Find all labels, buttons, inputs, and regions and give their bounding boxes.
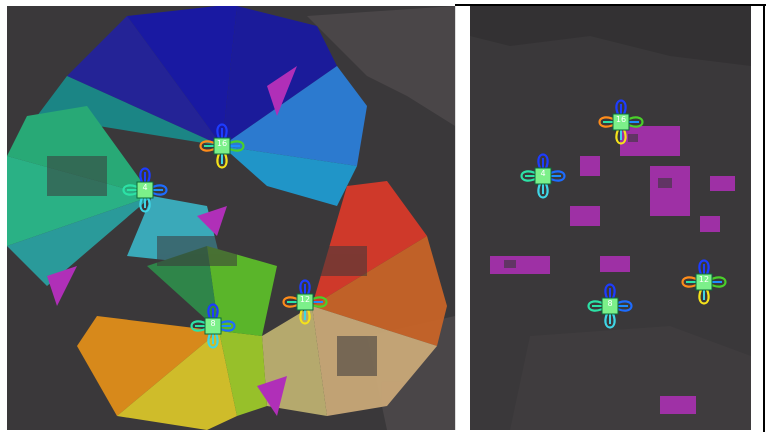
- sensor-node[interactable]: 16: [589, 90, 653, 154]
- sensor-label: 16: [216, 139, 228, 148]
- sensor-label: 8: [607, 299, 613, 308]
- sensor-node[interactable]: 8: [578, 274, 642, 338]
- coverage-map-right: 16 4 12: [470, 6, 751, 430]
- coverage-map-left-svg: [7, 6, 455, 430]
- sensor-node[interactable]: 8: [181, 294, 245, 358]
- sensor-label: 8: [210, 319, 216, 328]
- sensor-lobes-icon: [520, 153, 566, 199]
- coverage-map-left: 16 4 12: [7, 6, 456, 430]
- sensor-lobes-icon: [190, 303, 236, 349]
- sensor-lobes-icon: [282, 279, 328, 325]
- sensor-node[interactable]: 12: [273, 270, 337, 334]
- sensor-label: 16: [615, 115, 627, 124]
- coverage-map-right-svg: [470, 6, 751, 430]
- sensor-node[interactable]: 12: [672, 250, 736, 314]
- sensor-lobes-icon: [681, 259, 727, 305]
- right-frame-line: [763, 4, 765, 432]
- sensor-label: 12: [299, 295, 311, 304]
- sensor-node[interactable]: 4: [511, 144, 575, 208]
- sensor-label: 4: [142, 183, 148, 192]
- sensor-lobes-icon: [587, 283, 633, 329]
- sensor-label: 12: [698, 275, 710, 284]
- sensor-node[interactable]: 16: [190, 114, 254, 178]
- sensor-lobes-icon: [199, 123, 245, 169]
- top-frame-line: [455, 4, 766, 6]
- sensor-label: 4: [540, 169, 546, 178]
- sensor-lobes-icon: [122, 167, 168, 213]
- sensor-node[interactable]: 4: [113, 158, 177, 222]
- sensor-lobes-icon: [598, 99, 644, 145]
